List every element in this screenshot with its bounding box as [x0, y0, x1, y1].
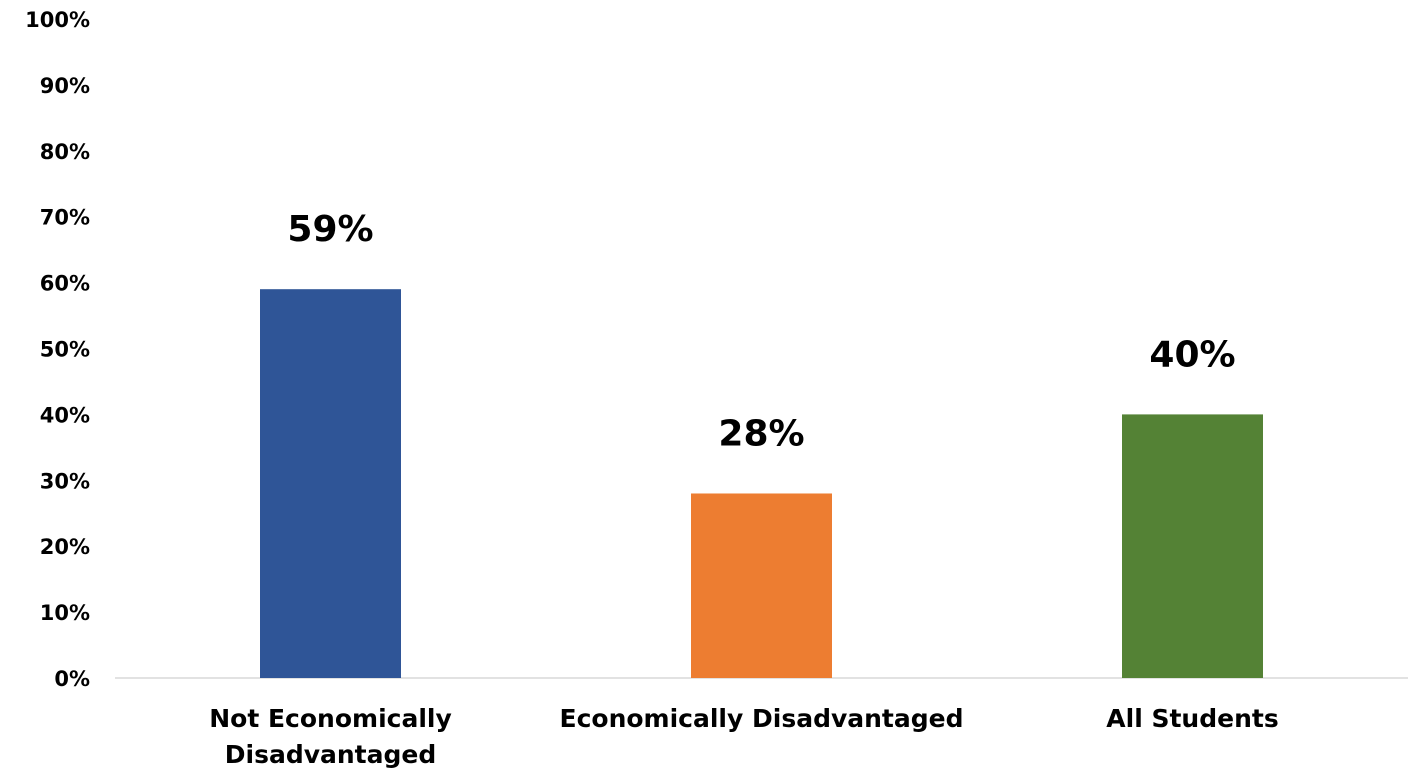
y-tick-label: 80%: [40, 140, 90, 164]
y-tick-label: 90%: [40, 74, 90, 98]
category-labels: Not Economically Disadvantaged Economicall…: [209, 704, 1278, 769]
y-tick-label: 0%: [54, 667, 90, 691]
data-labels: 59% 28% 40%: [287, 209, 1235, 454]
y-tick-label: 30%: [40, 469, 90, 493]
bars: [260, 289, 1263, 678]
y-tick-label: 50%: [40, 338, 90, 362]
category-label: All Students: [1106, 704, 1278, 733]
y-tick-label: 70%: [40, 206, 90, 230]
bar: [691, 493, 832, 678]
category-label: Economically Disadvantaged: [560, 704, 964, 733]
bar: [260, 289, 401, 678]
data-label: 28%: [718, 413, 804, 454]
y-tick-label: 10%: [40, 601, 90, 625]
y-tick-label: 40%: [40, 403, 90, 427]
y-tick-label: 100%: [25, 8, 90, 32]
y-tick-label: 60%: [40, 272, 90, 296]
y-tick-label: 20%: [40, 535, 90, 559]
category-label: Not Economically: [209, 704, 452, 733]
data-label: 40%: [1149, 334, 1235, 375]
bar: [1122, 414, 1263, 678]
y-axis-tick-labels: 0% 10% 20% 30% 40% 50% 60% 70% 80% 90% 100%: [25, 8, 90, 691]
data-label: 59%: [287, 209, 373, 250]
category-label: Disadvantaged: [225, 740, 437, 769]
